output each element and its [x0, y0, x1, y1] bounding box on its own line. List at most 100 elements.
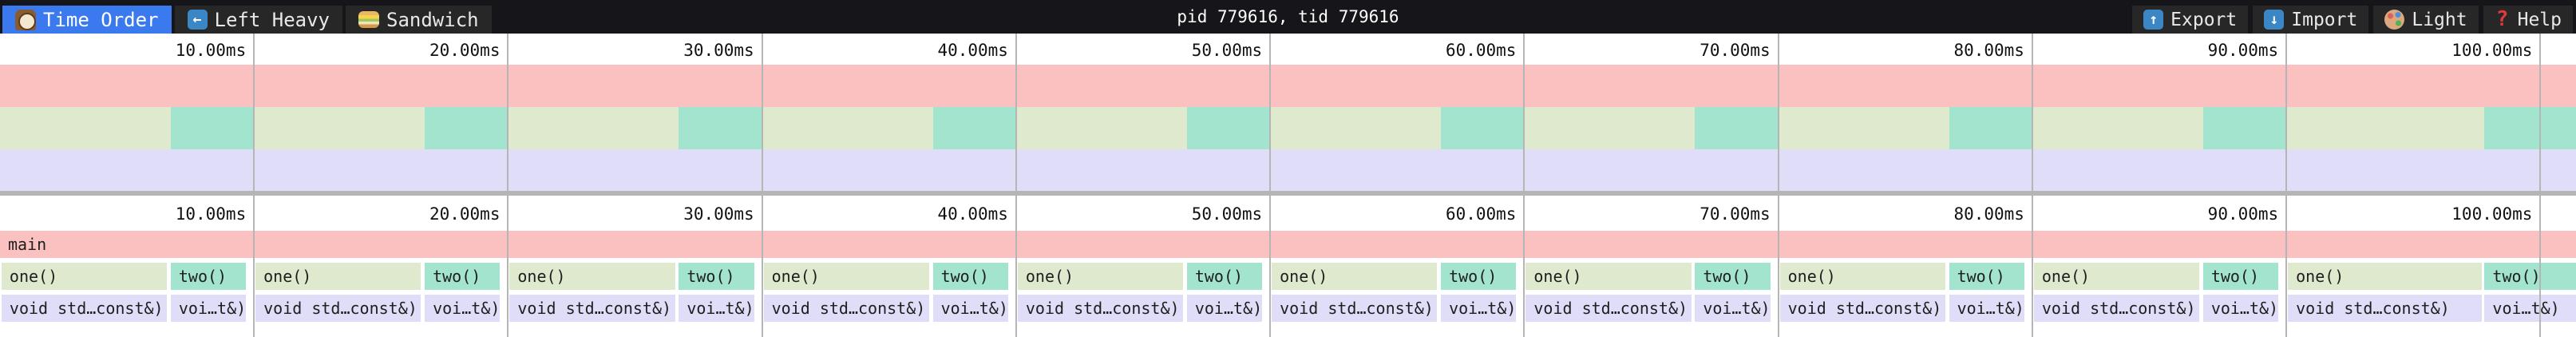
- ruler-tick-label: 70.00ms: [1700, 41, 1771, 60]
- tab-time-order[interactable]: Time Order: [2, 6, 172, 34]
- frame-cell[interactable]: one(): [1017, 263, 1184, 290]
- frame-cell[interactable]: two(): [170, 263, 247, 290]
- tab-sandwich[interactable]: Sandwich: [346, 6, 492, 34]
- help-button[interactable]: ? Help: [2483, 6, 2573, 34]
- frame-cell[interactable]: one(): [1779, 263, 1945, 290]
- frame-cell[interactable]: void std…const&): [2288, 295, 2483, 322]
- export-icon: ↑: [2143, 10, 2164, 30]
- frame-cell[interactable]: one(): [763, 263, 929, 290]
- minimap-band-main: [0, 65, 2576, 107]
- frame-cell[interactable]: voi…t&): [1695, 295, 1771, 322]
- gridline: [1777, 196, 1779, 337]
- ruler-tick-label: 30.00ms: [683, 204, 754, 224]
- frame-cell[interactable]: void std…const&): [763, 295, 929, 322]
- gridline: [1777, 34, 1779, 191]
- clock-icon: [15, 9, 36, 30]
- ruler-tick-label: 60.00ms: [1445, 41, 1517, 60]
- frame-cell[interactable]: two(): [2484, 263, 2576, 290]
- gridline: [761, 196, 763, 337]
- tab-label: Left Heavy: [214, 8, 330, 31]
- frame-cell[interactable]: void std…const&): [1779, 295, 1945, 322]
- ruler-tick-label: 40.00ms: [937, 41, 1008, 60]
- frame-cell[interactable]: main: [0, 231, 2576, 258]
- sandwich-icon: [358, 11, 379, 28]
- gridline: [2285, 34, 2288, 191]
- frame-cell[interactable]: voi…t&): [1441, 295, 1517, 322]
- minimap-chunk-two: [425, 107, 508, 149]
- minimap-band-one-two: [0, 107, 2576, 149]
- tab-left-heavy[interactable]: ← Left Heavy: [174, 6, 342, 34]
- frame-cell[interactable]: voi…t&): [1186, 295, 1263, 322]
- gridline: [253, 196, 255, 337]
- minimap-chunk-two: [2202, 107, 2287, 149]
- frame-cell[interactable]: voi…t&): [1949, 295, 2024, 322]
- palette-icon: [2384, 10, 2405, 30]
- action-label: Import: [2291, 9, 2358, 30]
- frame-cell[interactable]: one(): [509, 263, 675, 290]
- minimap-band-child: [0, 149, 2576, 191]
- frame-cell[interactable]: one(): [1, 263, 168, 290]
- ruler-tick-label: 70.00ms: [1700, 204, 1771, 224]
- minimap-chunk-two: [932, 107, 1016, 149]
- minimap-chunk-two: [170, 107, 255, 149]
- gridline: [2539, 34, 2542, 191]
- frame-cell[interactable]: void std…const&): [509, 295, 675, 322]
- frame-cell[interactable]: two(): [425, 263, 501, 290]
- frame-cell[interactable]: one(): [1272, 263, 1438, 290]
- frame-cell[interactable]: void std…const&): [1, 295, 168, 322]
- frame-cell[interactable]: void std…const&): [1525, 295, 1692, 322]
- gridline: [2031, 34, 2033, 191]
- frame-cell[interactable]: two(): [1695, 263, 1771, 290]
- ruler-tick-label: 80.00ms: [1953, 41, 2024, 60]
- frame-cell[interactable]: two(): [1949, 263, 2024, 290]
- minimap-chunk-two: [1695, 107, 1779, 149]
- minimap-chunk-two: [1949, 107, 2032, 149]
- ruler-tick-label: 100.00ms: [2451, 204, 2533, 224]
- ruler-tick-label: 100.00ms: [2451, 41, 2533, 60]
- toolbar: Time Order ← Left Heavy Sandwich pid 779…: [0, 0, 2576, 34]
- import-button[interactable]: ↓ Import: [2253, 6, 2369, 34]
- toolbar-actions: ↑ Export ↓ Import Light ? Help: [2132, 6, 2573, 34]
- frame-cell[interactable]: voi…t&): [425, 295, 501, 322]
- ruler-tick-label: 50.00ms: [1191, 41, 1263, 60]
- ruler-tick-label: 60.00ms: [1445, 204, 1517, 224]
- frame-cell[interactable]: voi…t&): [932, 295, 1008, 322]
- frame-cell[interactable]: two(): [1441, 263, 1517, 290]
- frame-cell[interactable]: voi…t&): [2202, 295, 2278, 322]
- frame-cell[interactable]: two(): [2202, 263, 2278, 290]
- frame-cell[interactable]: one(): [2288, 263, 2483, 290]
- frame-cell[interactable]: void std…const&): [2033, 295, 2200, 322]
- window-title: pid 779616, tid 779616: [1177, 7, 1399, 26]
- action-label: Help: [2517, 9, 2562, 30]
- gridline: [1523, 34, 1525, 191]
- frame-cell[interactable]: two(): [1186, 263, 1263, 290]
- frame-cell[interactable]: one(): [255, 263, 421, 290]
- theme-toggle-button[interactable]: Light: [2373, 6, 2479, 34]
- frame-cell[interactable]: voi…t&): [170, 295, 247, 322]
- frame-cell[interactable]: void std…const&): [1017, 295, 1184, 322]
- frame-cell[interactable]: void std…const&): [255, 295, 421, 322]
- left-arrow-icon: ←: [187, 10, 208, 30]
- action-label: Export: [2170, 9, 2238, 30]
- ruler-tick-label: 10.00ms: [175, 41, 247, 60]
- flamegraph: 10.00ms 20.00ms 30.00ms 40.00ms 50.00ms 60.00…: [0, 196, 2576, 337]
- gridline: [1523, 196, 1525, 337]
- frame-cell[interactable]: void std…const&): [1272, 295, 1438, 322]
- frame-cell[interactable]: two(): [679, 263, 754, 290]
- frame-cell[interactable]: one(): [2033, 263, 2200, 290]
- frame-cell[interactable]: voi…t&): [679, 295, 754, 322]
- minimap-chunk-two: [2484, 107, 2576, 149]
- tab-label: Time Order: [43, 8, 159, 31]
- gridline: [507, 34, 509, 191]
- frame-cell[interactable]: one(): [1525, 263, 1692, 290]
- ruler-tick-label: 90.00ms: [2207, 41, 2279, 60]
- frame-cell[interactable]: voi…t&): [2484, 295, 2576, 322]
- export-button[interactable]: ↑ Export: [2132, 6, 2249, 34]
- gridline: [1269, 196, 1272, 337]
- ruler-tick-label: 50.00ms: [1191, 204, 1263, 224]
- ruler-tick-label: 20.00ms: [429, 204, 501, 224]
- frame-cell[interactable]: two(): [932, 263, 1008, 290]
- minimap-chunk-two: [679, 107, 762, 149]
- minimap[interactable]: 10.00ms 20.00ms 30.00ms 40.00ms 50.00ms 60.00…: [0, 34, 2576, 191]
